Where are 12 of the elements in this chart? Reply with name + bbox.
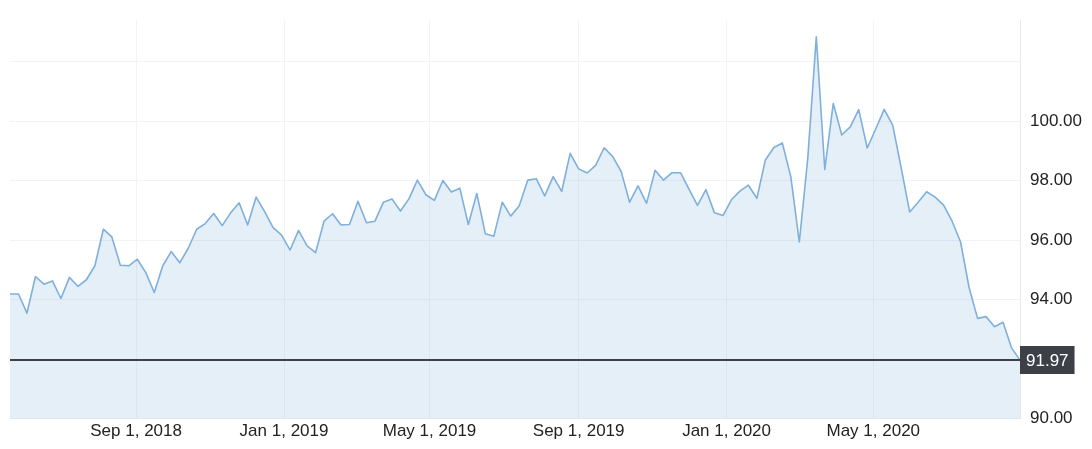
y-tick-label: 96.00: [1030, 229, 1073, 249]
y-tick-label: 94.00: [1030, 289, 1073, 309]
ref-line-label: 91.97: [1026, 350, 1069, 370]
x-tick-label: Jan 1, 2019: [239, 421, 329, 441]
y-tick-label: 90.00: [1030, 408, 1073, 428]
x-tick-label: Sep 1, 2018: [90, 421, 182, 441]
x-tick-label: Sep 1, 2019: [532, 421, 625, 441]
y-tick-label: 98.00: [1030, 170, 1073, 190]
x-tick-label: May 1, 2019: [382, 421, 477, 441]
y-tick-label: 100.00: [1030, 110, 1082, 130]
x-tick-label: Jan 1, 2020: [682, 421, 772, 441]
x-tick-label: May 1, 2020: [826, 421, 921, 441]
